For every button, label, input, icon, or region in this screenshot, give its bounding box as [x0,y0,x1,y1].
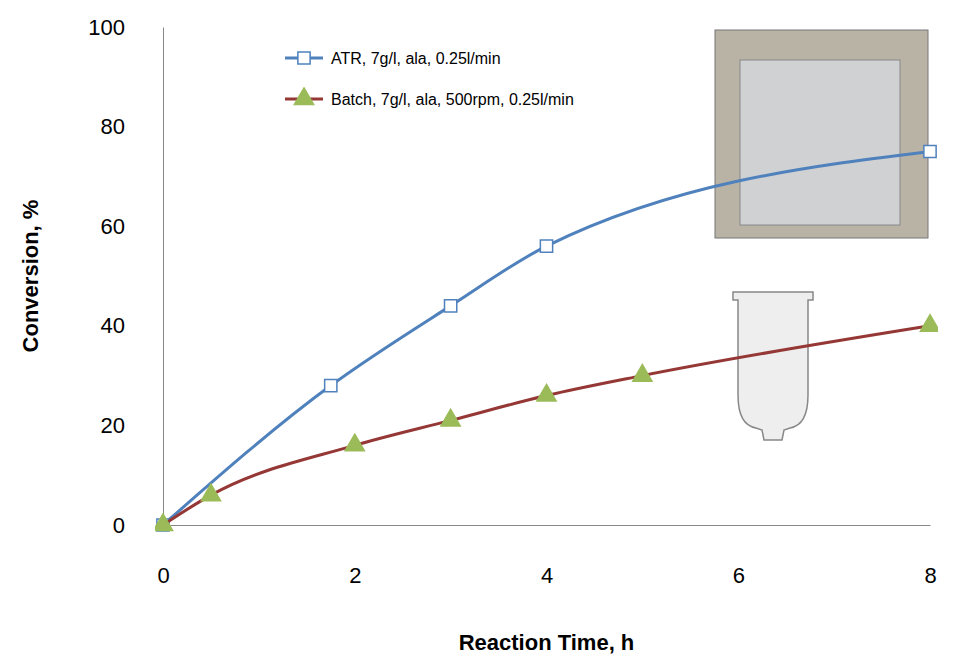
x-tick: 8 [924,525,936,588]
series-marker [924,145,936,157]
x-axis-line [164,525,931,526]
y-tick-label: 0 [113,513,125,538]
plot-area [155,145,938,531]
photo-cabinet [740,60,900,225]
series-marker [155,514,173,531]
series-marker [537,384,556,401]
y-tick-label: 20 [101,413,125,438]
legend-marker [298,52,310,64]
series-marker [540,240,552,252]
y-axis-title: Conversion, % [18,200,43,353]
x-tick: 0 [157,525,169,588]
y-tick-label: 100 [88,15,125,40]
x-tick: 6 [733,525,745,588]
legend-label: Batch, 7g/l, ala, 500rpm, 0.25l/min [331,91,574,108]
series-line [163,152,930,526]
series-marker [920,315,938,332]
y-axis: 0 20 40 60 80 100 [88,15,163,538]
y-tick-label: 40 [101,313,125,338]
legend-marker [294,88,313,105]
x-axis: 0 2 4 6 8 [157,525,936,588]
y-tick: 60 [101,214,163,239]
y-tick-label: 60 [101,214,125,239]
legend-item: ATR, 7g/l, ala, 0.25l/min [285,50,501,67]
x-tick-label: 8 [924,563,936,588]
series-marker [201,484,220,501]
series-marker [633,365,652,382]
series-marker [445,300,457,312]
y-axis-line [163,28,164,526]
y-tick: 100 [88,15,163,40]
x-tick-label: 4 [541,563,553,588]
chart: 02468020406080100Reaction Time, hConvers… [0,0,960,668]
series-line [163,326,930,525]
x-axis-title: Reaction Time, h [459,630,635,655]
x-tick-label: 0 [157,563,169,588]
series-marker [345,434,364,451]
x-tick-label: 2 [349,563,361,588]
vessel [733,292,813,440]
y-tick-label: 80 [101,114,125,139]
photo [715,30,928,238]
x-tick: 4 [541,525,553,588]
y-tick: 0 [113,513,163,538]
y-tick: 80 [101,114,163,139]
legend-item: Batch, 7g/l, ala, 500rpm, 0.25l/min [285,88,574,108]
series-marker [325,379,337,391]
y-tick: 20 [101,413,163,438]
legend: ATR, 7g/l, ala, 0.25l/min Batch, 7g/l, al… [285,50,574,108]
y-tick: 40 [101,313,163,338]
pictures [715,30,928,440]
legend-label: ATR, 7g/l, ala, 0.25l/min [331,50,501,67]
series-marker [441,409,460,426]
x-tick-label: 6 [733,563,745,588]
x-tick: 2 [349,525,361,588]
